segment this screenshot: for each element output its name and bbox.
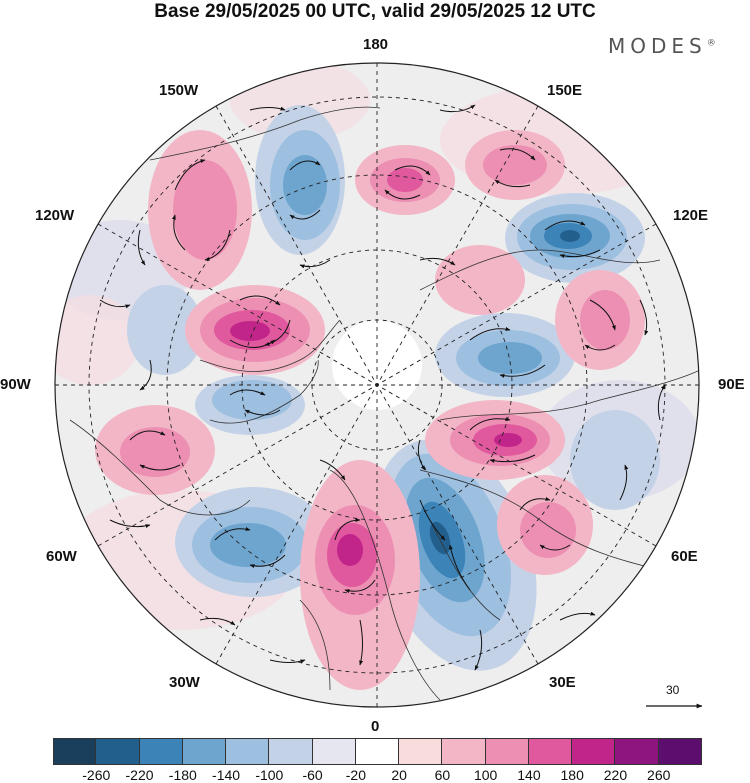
colorbar-swatch [399, 738, 443, 765]
lon-label-90w: 90W [0, 376, 31, 393]
lon-label-150e: 150E [547, 82, 583, 99]
colorbar-tick-label: 140 [517, 767, 541, 783]
wind-vectors [99, 104, 666, 671]
colorbar-tick-label: -180 [168, 767, 197, 783]
colorbar-swatch [485, 738, 529, 765]
colorbar-tick-label: 260 [647, 767, 671, 783]
map-border [54, 62, 700, 708]
modes-logo: MODES® [608, 34, 716, 58]
reference-vector: 30 [644, 683, 708, 713]
colorbar-tick-label: 60 [434, 767, 451, 783]
lon-label-90e: 90E [718, 376, 745, 393]
lon-label-60w: 60W [46, 548, 77, 565]
colorbar-tick-label: -260 [82, 767, 111, 783]
colorbar-tick-label: -140 [212, 767, 241, 783]
colorbar-tick-label: -60 [302, 767, 323, 783]
colorbar-swatch [269, 738, 313, 765]
colorbar-tick-label: 220 [603, 767, 628, 783]
reference-vector-label: 30 [666, 683, 680, 697]
map-title: Base 29/05/2025 00 UTC, valid 29/05/2025… [154, 1, 596, 22]
lon-label-60e: 60E [671, 548, 698, 565]
colorbar-swatch [355, 738, 400, 765]
lon-label-30e: 30E [549, 674, 576, 691]
colorbar-ticks: -260 -220 -180 -140 -100 -60 -20 20 60 100 140 180 2… [0, 767, 750, 783]
colorbar-tick-label: -100 [255, 767, 284, 783]
colorbar-swatch [572, 738, 616, 765]
lon-label-180: 180 [363, 36, 389, 53]
anomaly-field [55, 63, 699, 707]
colorbar-tick-label: 100 [473, 767, 498, 783]
colorbar-tick-label: -220 [125, 767, 154, 783]
colorbar-swatch [226, 738, 270, 765]
colorbar-tick-label: 180 [560, 767, 584, 783]
colorbar-swatch [53, 738, 97, 765]
colorbar-swatch [442, 738, 486, 765]
brand-text: MODES [608, 34, 707, 58]
colorbar [53, 738, 702, 765]
colorbar-tick-label: -20 [345, 767, 366, 783]
lon-label-0: 0 [371, 718, 380, 735]
colorbar-swatch [658, 738, 702, 765]
lon-label-120e: 120E [673, 207, 709, 224]
colorbar-swatch [312, 738, 356, 765]
colorbar-swatch [528, 738, 573, 765]
colorbar-swatch [139, 738, 183, 765]
lon-label-150w: 150W [159, 82, 199, 99]
lon-label-30w: 30W [169, 674, 200, 691]
colorbar-swatch [182, 738, 227, 765]
colorbar-swatch [615, 738, 659, 765]
lon-label-120w: 120W [35, 207, 75, 224]
colorbar-tick-label: 20 [391, 767, 407, 783]
colorbar-swatch [96, 738, 140, 765]
